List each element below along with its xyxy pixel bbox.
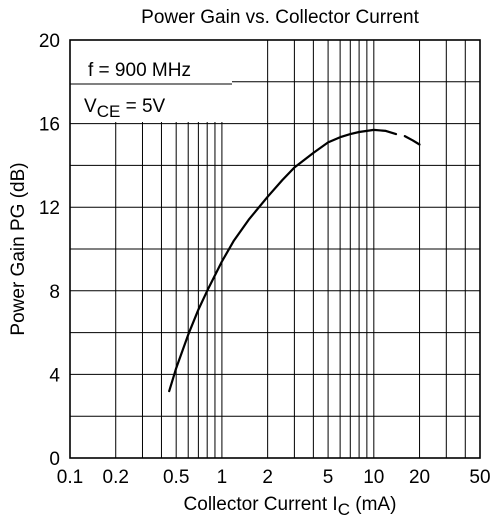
x-tick-label: 1 xyxy=(217,467,228,488)
chart-title: Power Gain vs. Collector Current xyxy=(141,7,419,28)
x-tick-label: 0.1 xyxy=(57,467,83,488)
grid-lines xyxy=(70,40,480,458)
y-tick-label: 20 xyxy=(39,31,60,52)
x-tick-label: 2 xyxy=(262,467,273,488)
y-axis-label: Power Gain PG (dB) xyxy=(8,162,29,335)
y-tick-label: 4 xyxy=(49,365,60,386)
gain-curve-segment-1 xyxy=(168,128,398,393)
x-tick-labels: 0.1 0.2 0.5 1 2 5 10 20 50 xyxy=(57,467,491,488)
x-tick-label: 50 xyxy=(469,467,490,488)
x-tick-label: 5 xyxy=(323,467,334,488)
gain-curve-segment-2 xyxy=(403,135,421,146)
y-tick-labels: 0 4 8 12 16 20 xyxy=(39,31,61,470)
y-tick-label: 16 xyxy=(39,115,60,136)
condition-annotations: f = 900 MHz VCE = 5V xyxy=(84,60,191,121)
x-tick-label: 10 xyxy=(363,467,384,488)
data-series xyxy=(168,128,421,393)
y-tick-label: 12 xyxy=(39,198,60,219)
plot-area xyxy=(69,39,481,459)
annotation-frequency: f = 900 MHz xyxy=(88,60,191,81)
annotation-vce: VCE = 5V xyxy=(84,96,166,121)
x-tick-label: 0.2 xyxy=(103,467,129,488)
x-tick-label: 20 xyxy=(409,467,430,488)
x-axis-label: Collector Current IC (mA) xyxy=(184,494,397,519)
y-tick-label: 0 xyxy=(49,449,60,470)
y-tick-label: 8 xyxy=(49,282,60,303)
x-tick-label: 0.5 xyxy=(163,467,189,488)
